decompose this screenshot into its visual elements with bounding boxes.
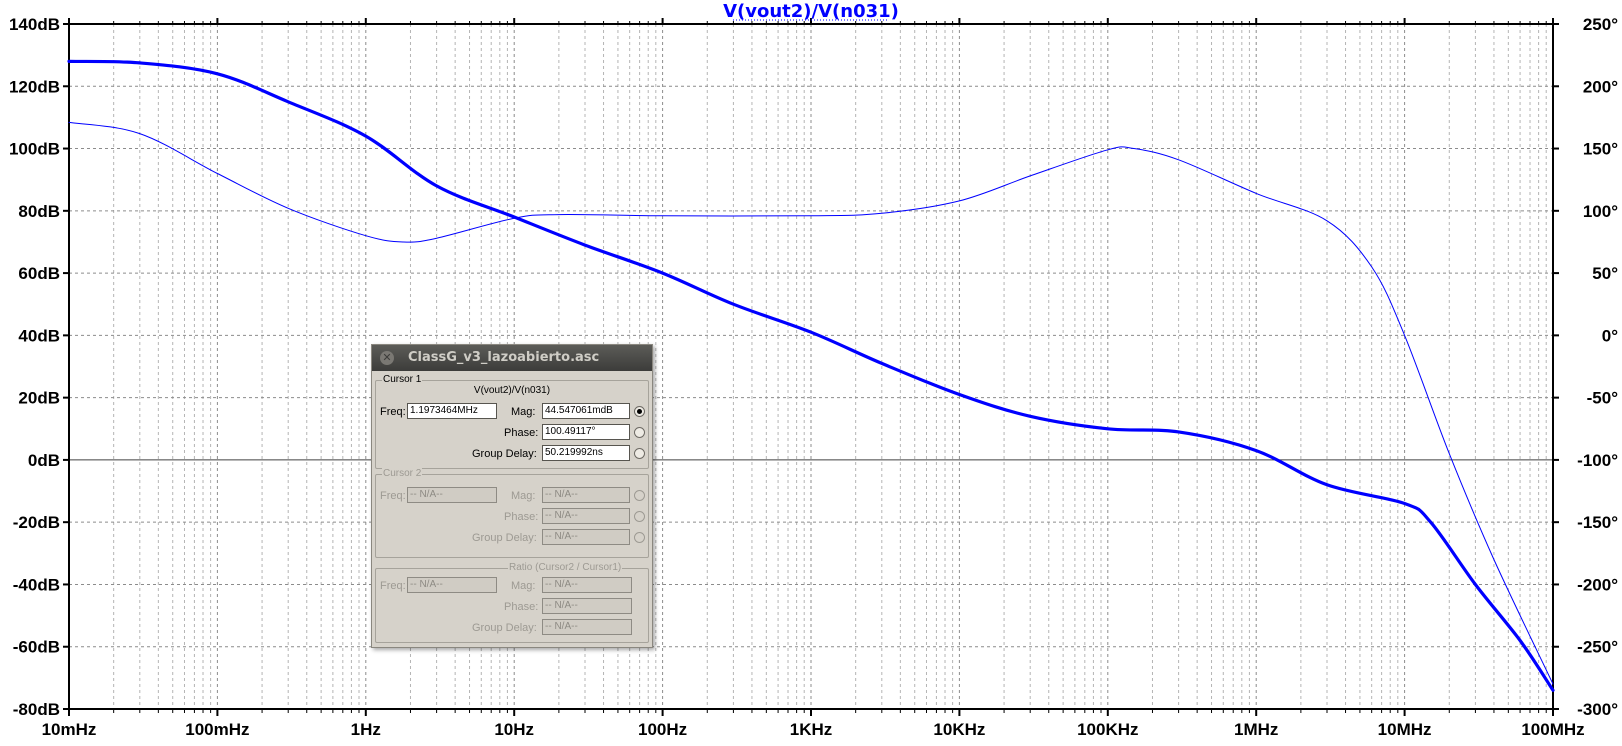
y-right-tick-label: -50° (1587, 389, 1619, 408)
ratio-freq-label: Freq: (380, 580, 406, 592)
y-left-tick-labels: 140dB 120dB 100dB 80dB 60dB 40dB 20dB 0dB -20dB -… (9, 15, 60, 719)
x-tick-label: 100mHz (185, 720, 249, 739)
cursor2-group-delay-field[interactable]: -- N/A-- (542, 529, 630, 545)
cursor1-phase-radio[interactable] (634, 427, 645, 438)
y-right-tick-label: 100° (1583, 202, 1618, 221)
ratio-group-delay-label: Group Delay: (472, 622, 537, 634)
x-tick-label: 10Hz (494, 720, 534, 739)
cursor1-mag-radio[interactable] (634, 406, 645, 417)
plot-series (67, 59, 1555, 692)
x-tick-label: 1KHz (790, 720, 833, 739)
ratio-group: Ratio (Cursor2 / Cursor1) Freq: -- N/A--… (375, 562, 649, 643)
dialog-titlebar[interactable]: ✕ ClassG_v3_lazoabierto.asc (372, 345, 652, 371)
x-tick-labels: 10mHz 100mHz 1Hz 10Hz 100Hz 1KHz 10KHz 100KHz 1M… (42, 720, 1585, 739)
y-right-tick-label: -100° (1577, 451, 1618, 470)
ratio-phase-field[interactable]: -- N/A-- (542, 598, 632, 614)
y-right-tick-label: -300° (1577, 700, 1618, 719)
ratio-freq-field[interactable]: -- N/A-- (407, 577, 497, 593)
y-left-tick-label: -80dB (13, 700, 60, 719)
cursor1-trace-name: V(vout2)/V(n031) (473, 385, 551, 396)
y-right-tick-label: 150° (1583, 140, 1618, 159)
close-icon[interactable]: ✕ (380, 351, 394, 365)
y-left-tick-label: 40dB (18, 326, 60, 345)
y-right-tick-label: -250° (1577, 638, 1618, 657)
ratio-group-label: Ratio (Cursor2 / Cursor1) (508, 562, 623, 574)
magnitude-trace (67, 59, 1555, 692)
y-right-tick-label: 250° (1583, 15, 1618, 34)
y-right-tick-labels: 250° 200° 150° 100° 50° 0° -50° -100° -150° -200°… (1577, 15, 1618, 719)
y-right-tick-label: -200° (1577, 575, 1618, 594)
y-right-tick-label: 200° (1583, 77, 1618, 96)
cursor2-mag-label: Mag: (511, 490, 536, 502)
x-tick-label: 1Hz (351, 720, 381, 739)
cursor2-mag-field[interactable]: -- N/A-- (542, 487, 630, 503)
cursor2-group-delay-radio[interactable] (634, 532, 645, 543)
cursor2-group-delay-label: Group Delay: (472, 532, 537, 544)
x-tick-label: 100KHz (1077, 720, 1138, 739)
cursor1-group-delay-radio[interactable] (634, 448, 645, 459)
x-tick-label: 100MHz (1521, 720, 1584, 739)
y-left-tick-label: 60dB (18, 264, 60, 283)
y-left-tick-label: 0dB (28, 451, 60, 470)
axis-ticks (63, 18, 1559, 716)
y-left-tick-label: 100dB (9, 140, 60, 159)
cursor1-phase-label: Phase: (504, 427, 539, 439)
y-right-tick-label: -150° (1577, 513, 1618, 532)
ratio-mag-label: Mag: (511, 580, 536, 592)
cursor1-group-delay-field[interactable]: 50.219992ns (542, 445, 630, 461)
x-tick-label: 1MHz (1234, 720, 1278, 739)
ratio-phase-label: Phase: (504, 601, 539, 613)
cursor1-group: Cursor 1 V(vout2)/V(n031) Freq: 1.197346… (375, 374, 649, 469)
cursor2-phase-radio[interactable] (634, 511, 645, 522)
x-tick-label: 10mHz (42, 720, 97, 739)
cursor1-freq-field[interactable]: 1.1973464MHz (407, 403, 497, 419)
cursor-dialog[interactable]: ✕ ClassG_v3_lazoabierto.asc Cursor 1 V(v… (371, 344, 653, 648)
y-left-tick-label: -40dB (13, 575, 60, 594)
y-right-tick-label: 50° (1592, 264, 1618, 283)
y-right-tick-label: 0° (1602, 326, 1618, 345)
y-left-tick-label: 20dB (18, 389, 60, 408)
y-left-tick-label: -20dB (13, 513, 60, 532)
y-left-tick-label: 80dB (18, 202, 60, 221)
cursor2-mag-radio[interactable] (634, 490, 645, 501)
plot-grid (68, 23, 1554, 710)
cursor2-freq-field[interactable]: -- N/A-- (407, 487, 497, 503)
cursor1-group-label: Cursor 1 (382, 374, 423, 386)
y-left-tick-label: 120dB (9, 77, 60, 96)
cursor1-freq-label: Freq: (380, 406, 406, 418)
cursor2-phase-label: Phase: (504, 511, 539, 523)
y-left-tick-label: 140dB (9, 15, 60, 34)
cursor1-phase-field[interactable]: 100.49117° (542, 424, 630, 440)
x-tick-label: 10MHz (1378, 720, 1432, 739)
dialog-title: ClassG_v3_lazoabierto.asc (408, 350, 600, 365)
cursor1-group-delay-label: Group Delay: (472, 448, 537, 460)
ratio-group-delay-field[interactable]: -- N/A-- (542, 619, 632, 635)
cursor2-phase-field[interactable]: -- N/A-- (542, 508, 630, 524)
ratio-mag-field[interactable]: -- N/A-- (542, 577, 632, 593)
cursor2-group: Cursor 2 Freq: -- N/A-- Mag: -- N/A-- Ph… (375, 468, 649, 558)
trace-title[interactable]: V(vout2)/V(n031) (723, 1, 899, 22)
phase-trace (68, 121, 1554, 685)
x-tick-label: 10KHz (933, 720, 985, 739)
cursor1-mag-label: Mag: (511, 406, 536, 418)
cursor2-freq-label: Freq: (380, 490, 406, 502)
cursor1-mag-field[interactable]: 44.547061mdB (542, 403, 630, 419)
cursor2-group-label: Cursor 2 (382, 468, 423, 480)
x-tick-label: 100Hz (638, 720, 687, 739)
y-left-tick-label: -60dB (13, 638, 60, 657)
